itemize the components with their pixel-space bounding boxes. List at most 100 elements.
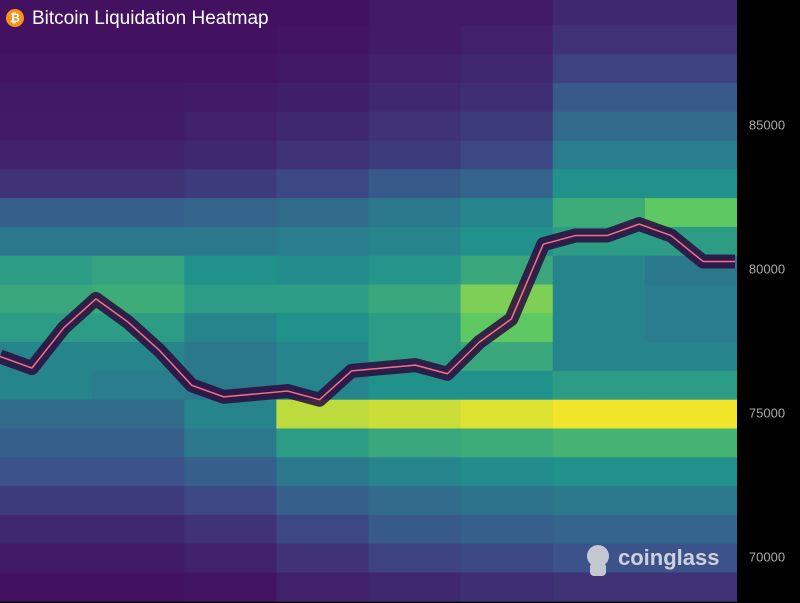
heat-cell xyxy=(368,25,462,55)
heat-cell xyxy=(276,486,369,516)
heat-cell xyxy=(276,54,369,84)
heat-cell xyxy=(460,140,554,170)
heat-cell xyxy=(552,82,646,113)
heat-cell xyxy=(92,572,185,602)
heat-cell xyxy=(460,284,554,314)
heat-cell xyxy=(0,140,93,170)
heat-cell xyxy=(644,399,737,429)
y-tick-label: 70000 xyxy=(749,550,785,565)
heat-cell xyxy=(644,572,737,602)
heat-cell xyxy=(92,370,185,401)
heat-cell xyxy=(644,140,737,170)
heat-cell xyxy=(0,457,93,487)
heat-cell xyxy=(276,25,369,55)
heat-cell xyxy=(184,284,277,314)
heat-cell xyxy=(276,255,369,286)
heat-cell xyxy=(184,25,277,55)
heat-cell xyxy=(0,111,93,142)
heat-cell xyxy=(460,514,554,545)
heat-cell xyxy=(276,457,369,487)
heat-cell xyxy=(92,0,185,26)
heat-cell xyxy=(92,140,185,170)
heat-cell xyxy=(552,399,646,429)
heat-cell xyxy=(460,54,554,84)
heat-cell xyxy=(368,82,462,113)
heat-cell xyxy=(0,572,93,602)
heat-cell xyxy=(552,284,646,314)
y-tick-label: 80000 xyxy=(749,262,785,277)
heat-cell xyxy=(368,543,462,573)
heat-cell xyxy=(552,0,646,26)
heat-cell xyxy=(644,0,737,26)
heat-cell xyxy=(92,111,185,142)
heat-cell xyxy=(0,399,93,429)
heat-cell xyxy=(368,457,462,487)
bitcoin-icon xyxy=(6,9,24,27)
heat-cell xyxy=(0,82,93,113)
heat-cell xyxy=(368,54,462,84)
heat-cell xyxy=(368,226,462,257)
heat-cell xyxy=(552,342,646,372)
heat-cell xyxy=(552,428,646,458)
heat-cell xyxy=(184,572,277,602)
heat-cell xyxy=(552,572,646,602)
heat-cell xyxy=(644,82,737,113)
heat-cell xyxy=(184,198,277,228)
heat-cell xyxy=(644,486,737,516)
heat-cell xyxy=(0,255,93,286)
heat-cell xyxy=(368,255,462,286)
heat-cell xyxy=(644,428,737,458)
heat-cell xyxy=(0,169,93,199)
price-line xyxy=(0,223,735,401)
heat-cell xyxy=(276,198,369,228)
heat-cell xyxy=(460,399,554,429)
heat-cell xyxy=(552,54,646,84)
heat-cell xyxy=(276,226,369,257)
heat-cell xyxy=(552,169,646,199)
heat-cell xyxy=(276,543,369,573)
price-layer xyxy=(0,217,735,407)
heat-cell xyxy=(92,514,185,545)
heat-cell xyxy=(184,140,277,170)
heat-cell xyxy=(460,572,554,602)
heat-cell xyxy=(92,399,185,429)
heat-cell xyxy=(368,486,462,516)
heat-cell xyxy=(460,457,554,487)
heat-cell xyxy=(368,399,462,429)
heat-cell xyxy=(184,457,277,487)
heat-cell xyxy=(184,255,277,286)
heat-cell xyxy=(184,342,277,372)
heat-cell xyxy=(552,111,646,142)
heat-cell xyxy=(276,284,369,314)
heat-cell xyxy=(552,25,646,55)
heat-cell xyxy=(368,140,462,170)
heat-cell xyxy=(184,169,277,199)
heat-cell xyxy=(0,226,93,257)
heat-cell xyxy=(276,313,369,343)
heat-cell xyxy=(644,25,737,55)
heat-cell xyxy=(644,198,737,228)
heatmap xyxy=(0,0,737,602)
heat-cell xyxy=(368,0,462,26)
heat-cell xyxy=(460,198,554,228)
heat-cell xyxy=(276,428,369,458)
heat-cell xyxy=(368,572,462,602)
heat-cell xyxy=(460,370,554,401)
heat-cell xyxy=(644,457,737,487)
heat-cell xyxy=(644,54,737,84)
chart-title: Bitcoin Liquidation Heatmap xyxy=(32,8,269,29)
heat-cell xyxy=(552,140,646,170)
watermark-text: coinglass xyxy=(618,545,719,570)
heat-cell xyxy=(92,82,185,113)
watermark-logo xyxy=(590,563,606,576)
heat-cell xyxy=(368,111,462,142)
heat-cell xyxy=(644,169,737,199)
heat-cell xyxy=(276,514,369,545)
heat-cell xyxy=(644,514,737,545)
heat-cell xyxy=(0,428,93,458)
heat-cell xyxy=(92,169,185,199)
heat-cell xyxy=(0,198,93,228)
heat-cell xyxy=(368,284,462,314)
heat-cell xyxy=(184,486,277,516)
heat-cell xyxy=(460,82,554,113)
